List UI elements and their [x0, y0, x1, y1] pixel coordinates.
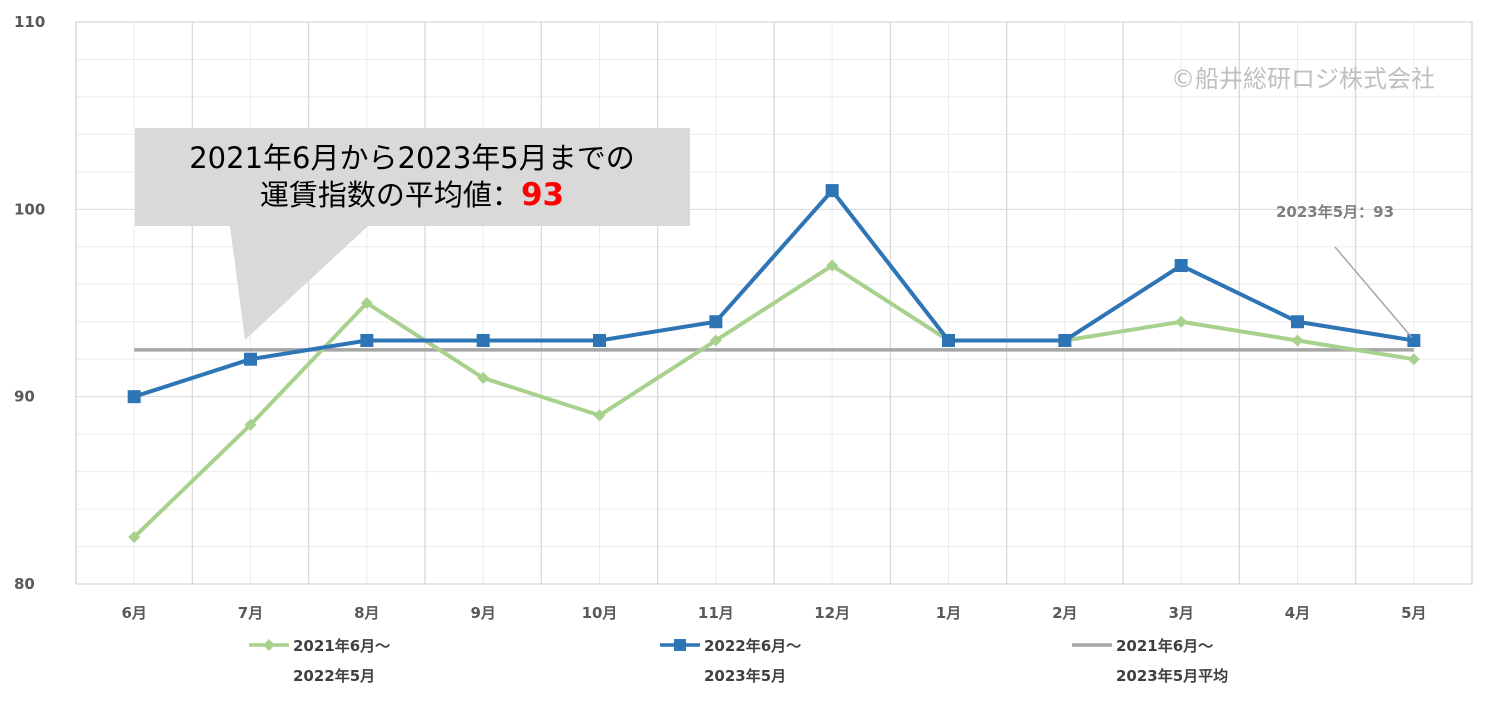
- legend-item: 2021年6月～ 2023年5月平均: [1072, 637, 1228, 685]
- x-tick-label: 1月: [936, 604, 961, 622]
- x-tick-label: 7月: [238, 604, 263, 622]
- data-point-square: [127, 390, 141, 404]
- legend-marker-square: [674, 639, 686, 651]
- data-point-square: [1407, 333, 1421, 347]
- x-tick-label: 11月: [698, 604, 734, 622]
- data-point-square: [942, 333, 955, 347]
- x-tick-label: 9月: [470, 604, 495, 622]
- data-point-diamond: [1407, 353, 1420, 366]
- data-point-diamond: [360, 297, 373, 309]
- x-tick-label: 4月: [1285, 604, 1310, 622]
- callout-line1: 2021年6月から2023年5月までの: [189, 141, 635, 175]
- data-point-square: [476, 333, 490, 347]
- latest-value-label: 2023年5月：93: [1276, 203, 1394, 221]
- x-tick-label: 6月: [121, 604, 146, 622]
- series-lines: [127, 184, 1421, 544]
- callout-average-value: 93: [521, 177, 564, 213]
- y-tick-label: 80: [14, 575, 35, 593]
- data-point-square: [244, 352, 257, 366]
- data-point-diamond: [709, 334, 722, 347]
- data-point-square: [360, 333, 374, 347]
- data-point-diamond: [1291, 334, 1304, 347]
- callout-line2-prefix: 運賃指数の平均値：: [260, 178, 521, 212]
- x-tick-label: 10月: [582, 604, 618, 622]
- plot-area-border: [75, 21, 1473, 585]
- latest-label-leader-line: [1334, 246, 1413, 338]
- data-point-square: [593, 333, 606, 347]
- legend-item: 2021年6月～ 2022年5月: [249, 637, 390, 685]
- series-line: [133, 188, 1415, 399]
- data-point-square: [825, 184, 839, 198]
- axes: 80 90 100 110 6月 7月 8月 9月 10月 11月 12月 1月 2月 3月 4月 5月: [14, 13, 1473, 622]
- data-point-diamond: [244, 418, 257, 431]
- data-point-diamond: [477, 371, 490, 384]
- series-line: [132, 263, 1415, 539]
- x-tick-label: 3月: [1168, 604, 1193, 622]
- data-point-square: [709, 315, 723, 329]
- x-tick-label: 12月: [814, 604, 850, 622]
- callout-shape: [135, 128, 690, 340]
- data-point-square: [1174, 259, 1188, 273]
- y-tick-label: 100: [14, 200, 45, 218]
- legend-marker-diamond: [263, 639, 275, 651]
- x-tick-label: 2月: [1052, 604, 1077, 622]
- legend-label-line1: 2021年6月～: [293, 637, 390, 655]
- copyright-watermark: ©船井総研ロジ株式会社: [1171, 65, 1435, 93]
- legend-label-line2: 2023年5月: [704, 667, 786, 685]
- legend-item: 2022年6月～ 2023年5月: [660, 637, 801, 685]
- callout-box: 2021年6月から2023年5月までの 運賃指数の平均値：93: [135, 128, 690, 340]
- x-tick-label: 5月: [1401, 604, 1426, 622]
- data-point-diamond: [128, 531, 141, 544]
- x-tick-label: 8月: [354, 604, 379, 622]
- data-point-diamond: [593, 409, 606, 422]
- data-point-diamond: [1175, 315, 1188, 328]
- legend-label-line1: 2021年6月～: [1116, 637, 1213, 655]
- legend-label-line2: 2023年5月平均: [1116, 667, 1228, 685]
- y-tick-label: 90: [14, 388, 35, 406]
- legend-label-line2: 2022年5月: [293, 667, 375, 685]
- data-point-square: [1058, 333, 1072, 347]
- callout-line2: 運賃指数の平均値：93: [260, 177, 564, 213]
- data-point-square: [1291, 315, 1304, 329]
- data-point-diamond: [826, 259, 839, 272]
- y-tick-label: 110: [14, 13, 45, 31]
- legend: 2021年6月～2022年5月2022年6月～2023年5月2021年6月～20…: [249, 637, 1228, 685]
- legend-label-line1: 2022年6月～: [704, 637, 801, 655]
